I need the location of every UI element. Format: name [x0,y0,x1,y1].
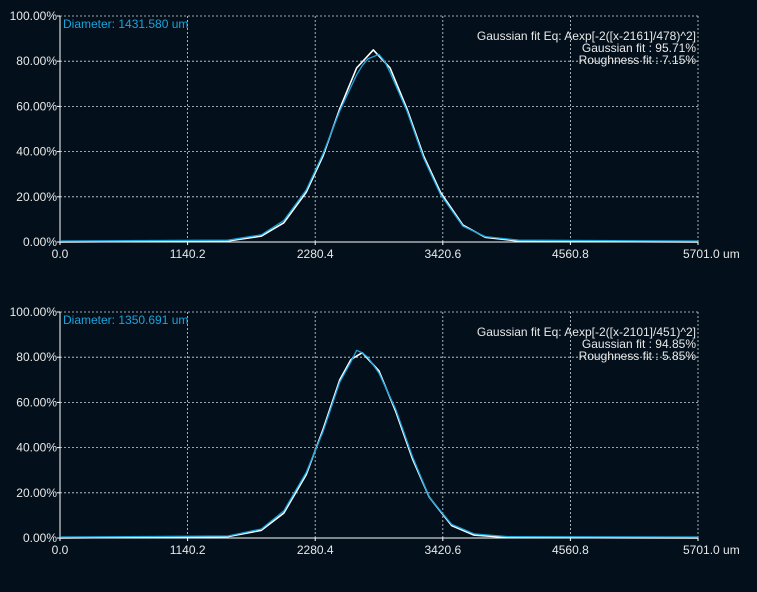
measured-profile-line [59,53,699,242]
gaussian-fit-label: Gaussian fit : 95.71% [582,41,696,55]
y-tick-label: 20.00% [16,190,57,204]
x-tick-label: 2280.4 [297,247,334,261]
roughness-fit-label: Roughness fit : 5.85% [579,349,697,363]
x-tick-label: 1140.2 [170,543,206,557]
x-tick-label: 3420.6 [424,543,461,557]
x-tick-label: 4560.8 [552,247,589,261]
x-tick-label: 4560.8 [552,543,589,557]
diameter-label: Diameter: 1350.691 um [63,313,188,327]
gaussian-fit-line [59,49,699,243]
fit-equation-label: Gaussian fit Eq: Aexp[-2([x-2101]/451)^2… [477,325,696,339]
y-tick-label: 20.00% [16,486,57,500]
x-tick-label: 5701.0 um [683,543,740,557]
y-tick-label: 100.00% [10,305,58,319]
y-tick-label: 0.00% [23,235,57,249]
y-tick-label: 60.00% [16,99,57,113]
x-tick-label: 5701.0 um [683,247,740,261]
y-tick-label: 40.00% [16,441,57,455]
x-tick-label: 2280.4 [297,543,334,557]
measured-profile-line [59,349,699,538]
diameter-label: Diameter: 1431.580 um [63,17,188,31]
y-tick-label: 0.00% [23,531,57,545]
y-tick-label: 80.00% [16,54,57,68]
x-tick-label: 0.0 [52,543,69,557]
y-tick-label: 100.00% [10,9,58,23]
gaussian-fit-label: Gaussian fit : 94.85% [582,337,696,351]
y-tick-label: 40.00% [16,145,57,159]
fit-equation-label: Gaussian fit Eq: Aexp[-2([x-2161]/478)^2… [477,29,696,43]
x-tick-label: 1140.2 [170,247,206,261]
gaussian-fit-line [59,351,699,539]
y-tick-label: 60.00% [16,395,57,409]
x-tick-label: 0.0 [52,247,69,261]
y-tick-label: 80.00% [16,350,57,364]
roughness-fit-label: Roughness fit : 7.15% [579,53,697,67]
x-tick-label: 3420.6 [424,247,461,261]
